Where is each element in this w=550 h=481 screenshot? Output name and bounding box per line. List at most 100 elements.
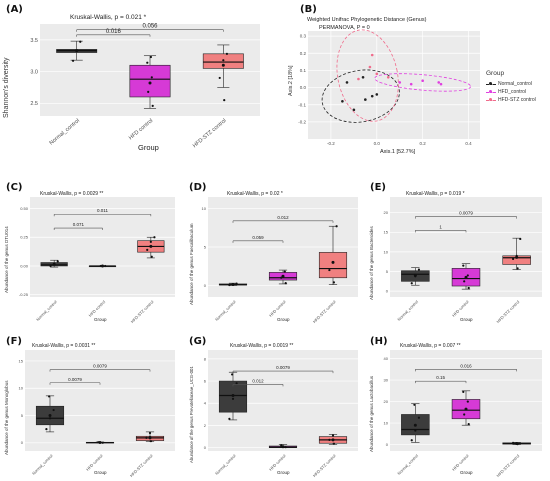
- stat-label: Kruskal-Wallis, p = 0.0019 **: [230, 343, 294, 349]
- x-axis-label: Group: [277, 317, 290, 322]
- data-point: [235, 282, 238, 285]
- y-tick-label: 5: [21, 413, 24, 418]
- y-tick-label: 10: [384, 249, 389, 254]
- x-tick-label: 0.0: [374, 141, 381, 146]
- mean-point: [464, 407, 468, 411]
- panel-label: (E): [370, 182, 386, 193]
- data-point: [284, 446, 287, 449]
- panel-label: (A): [6, 4, 23, 15]
- sample-point: [437, 81, 441, 84]
- data-point: [153, 236, 156, 239]
- panel-label: (G): [189, 336, 207, 347]
- sample-point: [345, 81, 349, 84]
- sample-point: [341, 99, 344, 103]
- data-point: [145, 436, 148, 439]
- data-point: [410, 439, 413, 442]
- x-tick-label: Normal_control: [396, 299, 419, 322]
- panel-label: (B): [300, 4, 317, 15]
- mean-point: [281, 274, 285, 278]
- panel-label: (H): [370, 336, 388, 347]
- panel-label: (C): [6, 182, 23, 193]
- data-point: [466, 274, 469, 277]
- mean-point: [331, 438, 335, 442]
- x-tick-label: HFD control: [451, 453, 470, 472]
- mean-point: [149, 244, 153, 248]
- data-point: [467, 423, 470, 426]
- legend-title: Group: [486, 70, 505, 77]
- legend-label: HFD-STZ control: [498, 97, 536, 103]
- data-point: [149, 55, 152, 59]
- p-value-label: 0.056: [142, 24, 158, 30]
- data-point: [280, 276, 283, 279]
- x-axis-label: Group: [94, 470, 107, 475]
- mean-point: [331, 260, 335, 264]
- p-value-label: 0.0079: [93, 364, 107, 369]
- mean-point: [148, 81, 152, 85]
- chart-svg: 2.5 3.0 3.5 Normal_control HFD control HFD-ST…: [30, 24, 260, 149]
- sample-point: [375, 72, 379, 76]
- x-tick-label: HFD-STZ control: [495, 299, 520, 324]
- panel-f: (F) Kruskal-Wallis, p = 0.0031 ** Abunda…: [0, 322, 183, 481]
- y-tick-label: 0.0: [300, 85, 307, 90]
- p-value-label: 0.0079: [68, 377, 82, 382]
- y-tick-label: 0: [204, 283, 207, 288]
- data-point: [231, 397, 235, 400]
- mean-point: [75, 49, 79, 53]
- x-tick-label: HFD control: [128, 118, 154, 141]
- y-tick-label: 4: [204, 401, 207, 406]
- sample-point: [361, 75, 365, 79]
- panel-label: (D): [189, 182, 207, 193]
- data-point: [335, 225, 338, 228]
- stat-label: PERMANOVA, P = 0: [319, 25, 370, 31]
- panel-h: (H) Kruskal-Wallis, p = 0.007 ** Abundan…: [366, 322, 550, 481]
- data-point: [150, 76, 153, 79]
- y-tick-label: -0.1: [298, 102, 306, 107]
- y-tick-label: 5: [204, 244, 207, 249]
- data-point: [79, 40, 82, 43]
- y-tick-label: 30: [384, 377, 389, 382]
- data-point: [45, 428, 48, 431]
- sample-point: [357, 77, 360, 81]
- sample-point: [364, 98, 367, 101]
- x-tick-label: HFD-STZ control: [312, 299, 337, 324]
- legend-label: HFD_control: [498, 89, 527, 95]
- data-point: [147, 90, 150, 93]
- stat-label: Kruskal-Wallis, p = 0.007 **: [400, 343, 461, 349]
- y-tick-label: 5: [386, 269, 389, 274]
- y-tick-label: 0.50: [20, 206, 29, 211]
- x-tick-label: HFD control: [268, 453, 287, 472]
- data-point: [101, 441, 104, 444]
- data-point: [231, 373, 234, 376]
- y-tick-label: 2.5: [30, 101, 38, 107]
- mean-point: [98, 441, 102, 445]
- p-value-label: 0.016: [106, 29, 122, 35]
- y-tick-label: 0.3: [300, 34, 307, 39]
- p-value-label: 0.012: [277, 215, 289, 220]
- y-tick-label: 15: [19, 358, 24, 363]
- chart-title: Weighted Unifrac Phylogenetic Distance (…: [307, 17, 427, 23]
- p-value-label: 0.071: [73, 222, 85, 227]
- data-point: [410, 282, 413, 285]
- data-point: [413, 403, 416, 406]
- x-tick-label: Normal_control: [35, 299, 58, 322]
- y-tick-label: 6: [204, 378, 207, 383]
- y-tick-label: 0.1: [300, 68, 307, 73]
- x-tick-label: HFD-STZ control: [130, 299, 155, 324]
- p-value-label: 0.0079: [459, 211, 473, 216]
- data-point: [462, 390, 465, 394]
- data-point: [48, 395, 51, 398]
- stat-label: Kruskal-Wallis, p = 0.02 *: [227, 191, 283, 197]
- chart-svg: 0 2 4 6 8 Normal_control HFD control HFD-STZ co…: [204, 350, 358, 478]
- data-point: [328, 438, 331, 442]
- panel-a: (A) Kruskal-Wallis, p = 0.021 * Shannon'…: [0, 0, 270, 160]
- x-tick-label: 0.2: [420, 141, 427, 146]
- mean-point: [464, 275, 468, 279]
- data-point: [48, 417, 52, 420]
- legend-item: HFD-STZ control: [486, 96, 536, 104]
- x-tick-label: Normal_control: [49, 118, 81, 147]
- stat-label: Kruskal-Wallis, p = 0.019 *: [406, 191, 465, 197]
- x-tick-label: 0.4: [465, 141, 472, 146]
- group-ellipse: [374, 73, 472, 92]
- x-tick-label: Normal_control: [214, 453, 237, 476]
- y-tick-label: 20: [384, 399, 389, 404]
